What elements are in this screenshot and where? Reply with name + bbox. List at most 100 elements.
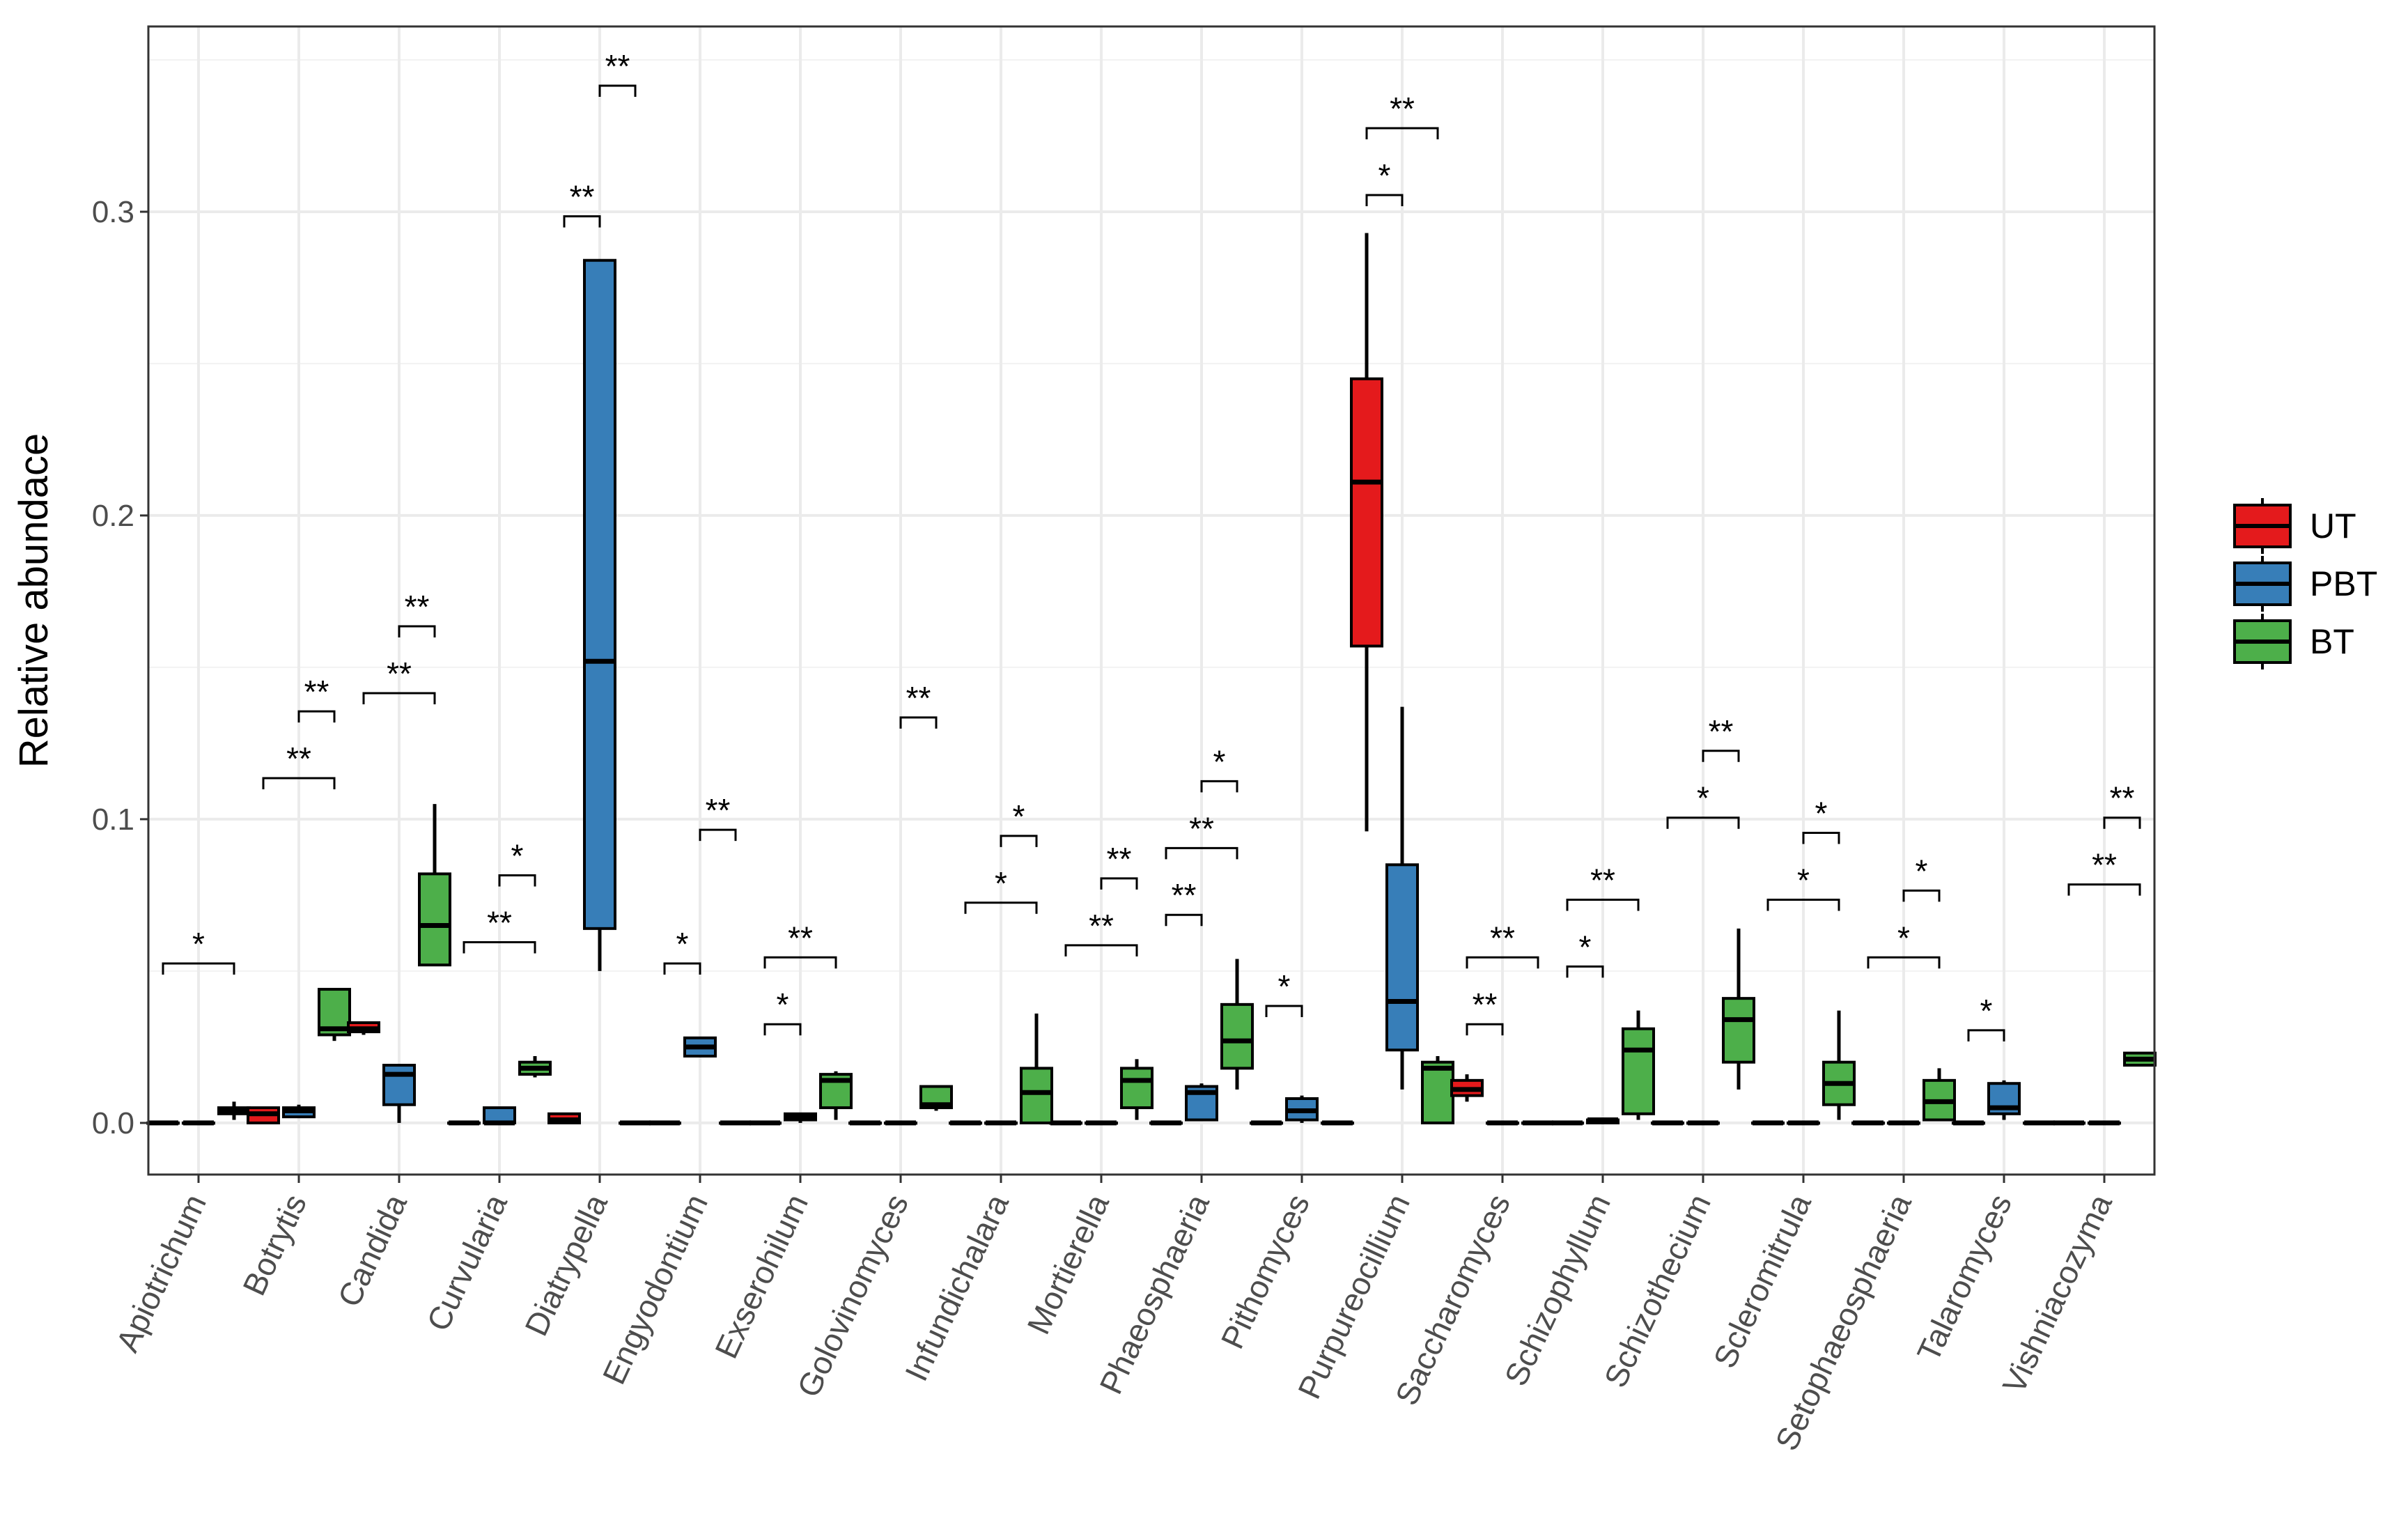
significance-label: *: [1797, 862, 1810, 898]
box-golovinomyces-bt: [919, 1085, 953, 1111]
box-talaromyces-bt: [2023, 1120, 2056, 1126]
significance-bracket: **: [1702, 713, 1740, 762]
category-label: Infundichalara: [898, 1188, 1016, 1386]
bracket-line: [899, 716, 938, 729]
bracket-line: [398, 625, 436, 638]
box-body: [382, 1064, 416, 1106]
significance-label: **: [487, 904, 512, 940]
significance-bracket: **: [763, 920, 837, 969]
category-label: Schizophyllum: [1498, 1188, 1617, 1391]
significance-label: *: [777, 986, 789, 1023]
boxes: [146, 233, 2157, 1126]
bracket-line: [1165, 846, 1238, 860]
bracket-line: [1967, 1029, 2005, 1041]
y-tick-label: 0.1: [92, 803, 134, 837]
legend-item-bt: BT: [2233, 614, 2354, 669]
significance-label: *: [1378, 157, 1391, 194]
significance-label: **: [2110, 780, 2135, 816]
box-phaeosphaeria-pbt: [1185, 1083, 1218, 1122]
box-engyodontium-pbt: [683, 1036, 717, 1058]
significance-label: **: [1390, 91, 1415, 127]
box-purpureocillium-pbt: [1385, 706, 1419, 1090]
box-apiotrichum-pbt: [182, 1120, 215, 1126]
significance-bracket: **: [699, 792, 737, 842]
box-botrytis-ut: [247, 1106, 280, 1124]
box-infundichalara-bt: [1020, 1013, 1053, 1124]
significance-bracket: **: [1365, 91, 1439, 140]
box-exserohilum-pbt: [784, 1112, 817, 1123]
bracket-line: [1566, 965, 1604, 978]
box-diatrypella-ut: [547, 1112, 581, 1124]
box-curvularia-pbt: [483, 1106, 516, 1126]
box-scleromitrula-bt: [1822, 1010, 1856, 1120]
category-label: Engyodontium: [596, 1188, 715, 1390]
significance-label: **: [570, 178, 595, 215]
bracket-line: [1666, 816, 1740, 829]
box-purpureocillium-bt: [1421, 1055, 1454, 1124]
box-body: [1385, 863, 1419, 1052]
significance-label: *: [192, 926, 205, 962]
significance-bracket: **: [1165, 810, 1238, 860]
significance-bracket: *: [498, 838, 536, 887]
significance-bracket: **: [1165, 877, 1203, 927]
significance-label: *: [1897, 920, 1910, 956]
significance-bracket: *: [1867, 920, 1941, 969]
significance-label: **: [286, 741, 311, 777]
bracket-line: [463, 940, 536, 954]
plot-border: [147, 25, 2156, 1176]
significance-label: **: [906, 680, 931, 716]
box-body: [418, 872, 451, 967]
category-label: Curvularia: [419, 1188, 514, 1336]
box-engyodontium-ut: [648, 1120, 681, 1126]
legend-label: PBT: [2310, 564, 2377, 603]
legend-label: BT: [2310, 622, 2354, 661]
significance-label: **: [405, 589, 430, 625]
significance-label: *: [995, 865, 1007, 901]
box-exserohilum-ut: [748, 1120, 782, 1126]
box-exserohilum-bt: [819, 1071, 853, 1120]
legend-label: UT: [2310, 506, 2356, 545]
significance-label: *: [1213, 743, 1226, 780]
significance-bracket: *: [1265, 968, 1303, 1018]
box-pithomyces-pbt: [1285, 1095, 1319, 1123]
significance-bracket: **: [1566, 862, 1640, 911]
box-vishniacozyma-pbt: [2088, 1120, 2121, 1126]
bracket-line: [1265, 1005, 1303, 1018]
significance-bracket: *: [964, 865, 1038, 914]
significance-bracket: *: [1666, 780, 1740, 829]
significance-bracket: **: [1064, 908, 1138, 957]
box-botrytis-pbt: [282, 1104, 316, 1119]
significance-label: *: [676, 926, 689, 962]
box-apiotrichum-ut: [146, 1120, 180, 1126]
bracket-line: [1867, 956, 1941, 969]
y-tick-label: 0.2: [92, 499, 134, 533]
bracket-line: [663, 962, 701, 975]
bracket-line: [699, 828, 737, 842]
significance-label: **: [387, 656, 412, 692]
bracket-line: [498, 874, 536, 887]
y-tick-label: 0.0: [92, 1106, 134, 1140]
box-vishniacozyma-ut: [2052, 1120, 2085, 1126]
significance-bracket: **: [1466, 920, 1539, 969]
box-mortierella-ut: [1049, 1120, 1082, 1126]
bracket-line: [1566, 898, 1640, 911]
box-talaromyces-ut: [1952, 1120, 1985, 1126]
box-schizophyllum-ut: [1551, 1120, 1584, 1126]
bracket-line: [1365, 127, 1439, 140]
significance-bracket: **: [563, 178, 601, 228]
box-curvularia-bt: [518, 1055, 552, 1078]
box-setophaeosphaeria-ut: [1851, 1120, 1885, 1126]
box-scleromitrula-ut: [1751, 1120, 1785, 1126]
box-body: [1350, 377, 1383, 648]
category-label: Diatrypella: [518, 1188, 614, 1341]
significance-label: *: [1916, 853, 1928, 889]
significance-bracket: **: [598, 48, 637, 98]
significance-annotations: ****************************************…: [162, 48, 2141, 1041]
category-label: Mortierella: [1020, 1188, 1116, 1340]
box-body: [583, 258, 616, 930]
significance-bracket: *: [1967, 993, 2005, 1041]
significance-label: *: [1278, 968, 1291, 1005]
significance-bracket: *: [1566, 929, 1604, 978]
box-body: [1220, 1002, 1254, 1070]
